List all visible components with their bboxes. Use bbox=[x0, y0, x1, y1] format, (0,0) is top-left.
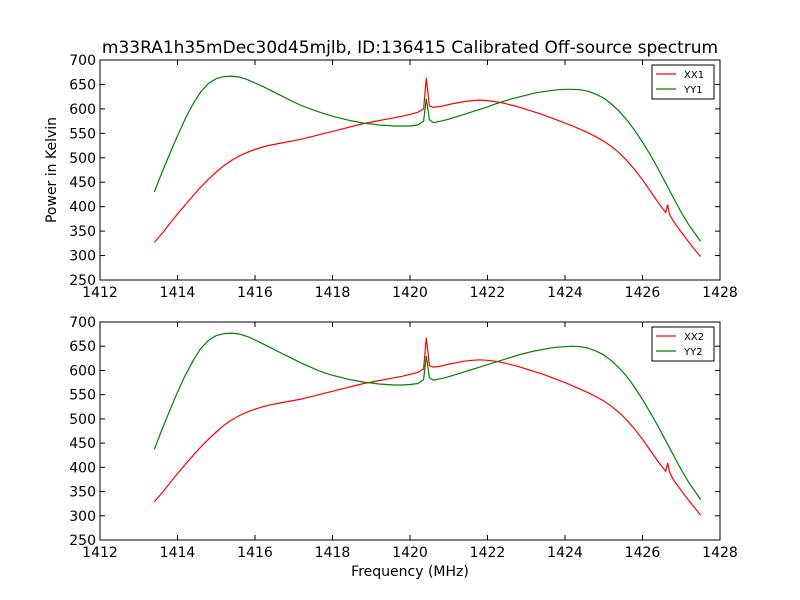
top-y-axis-label: Power in Kelvin bbox=[44, 117, 60, 223]
y-tick-label: 500 bbox=[69, 412, 96, 428]
y-tick-label: 650 bbox=[69, 77, 96, 93]
x-tick-label: 1412 bbox=[82, 285, 118, 301]
x-tick-label: 1424 bbox=[547, 285, 583, 301]
y-tick-label: 600 bbox=[69, 363, 96, 379]
y-tick-label: 350 bbox=[69, 224, 96, 240]
bottom-plot-frame bbox=[99, 321, 721, 541]
x-tick-label: 1426 bbox=[625, 545, 661, 561]
y-tick-label: 600 bbox=[69, 102, 96, 118]
x-tick-label: 1420 bbox=[392, 285, 428, 301]
y-tick-label: 250 bbox=[69, 273, 96, 289]
top-plot-lines bbox=[153, 75, 702, 257]
x-tick-label: 1412 bbox=[82, 545, 118, 561]
x-tick-label: 1414 bbox=[160, 285, 196, 301]
bottom-plot-lines bbox=[153, 332, 702, 516]
top-axis-ticks: 1412 1414 1416 1418 1420 1422 1424 1426 1428 250 3… bbox=[69, 53, 738, 301]
x-tick-label: 1426 bbox=[625, 285, 661, 301]
y-tick-label: 700 bbox=[69, 53, 96, 69]
x-tick-label: 1428 bbox=[702, 285, 738, 301]
y-tick-label: 300 bbox=[69, 509, 96, 525]
y-tick-label: 650 bbox=[69, 339, 96, 355]
x-tick-label: 1418 bbox=[315, 545, 351, 561]
legend-label-xx2: XX2 bbox=[684, 332, 704, 343]
legend-label-xx1: XX1 bbox=[684, 70, 704, 81]
figure-title: m33RA1h35mDec30d45mjlb, ID:136415 Calibr… bbox=[102, 38, 718, 58]
series-line-xx2 bbox=[153, 337, 702, 516]
legend-label-yy2: YY2 bbox=[683, 347, 703, 358]
bottom-panel: 1412 1414 1416 1418 1420 1422 1424 1426 1428 250 3… bbox=[69, 315, 738, 580]
top-panel: 1412 1414 1416 1418 1420 1422 1424 1426 1428 250 3… bbox=[44, 53, 738, 301]
y-tick-label: 300 bbox=[69, 249, 96, 265]
series-line-xx1 bbox=[153, 78, 702, 257]
x-tick-label: 1422 bbox=[470, 545, 506, 561]
y-tick-label: 400 bbox=[69, 460, 96, 476]
x-tick-label: 1424 bbox=[547, 545, 583, 561]
legend-label-yy1: YY1 bbox=[683, 85, 703, 96]
x-tick-label: 1418 bbox=[315, 285, 351, 301]
series-line-yy2 bbox=[153, 332, 702, 501]
x-tick-label: 1422 bbox=[470, 285, 506, 301]
bottom-x-axis-label: Frequency (MHz) bbox=[351, 564, 469, 580]
y-tick-label: 250 bbox=[69, 533, 96, 549]
y-tick-label: 550 bbox=[69, 388, 96, 404]
y-tick-label: 400 bbox=[69, 200, 96, 216]
y-tick-label: 700 bbox=[69, 315, 96, 331]
x-tick-label: 1428 bbox=[702, 545, 738, 561]
top-plot-frame bbox=[99, 59, 721, 281]
y-tick-label: 450 bbox=[69, 436, 96, 452]
legend-box bbox=[651, 64, 715, 100]
bottom-axis-ticks: 1412 1414 1416 1418 1420 1422 1424 1426 1428 250 3… bbox=[69, 315, 738, 561]
x-tick-label: 1416 bbox=[237, 285, 273, 301]
x-tick-label: 1416 bbox=[237, 545, 273, 561]
y-tick-label: 550 bbox=[69, 126, 96, 142]
y-tick-label: 350 bbox=[69, 485, 96, 501]
x-tick-label: 1420 bbox=[392, 545, 428, 561]
legend-box bbox=[651, 326, 715, 362]
y-tick-label: 450 bbox=[69, 175, 96, 191]
x-tick-label: 1414 bbox=[160, 545, 196, 561]
series-line-yy1 bbox=[153, 75, 702, 242]
y-tick-label: 500 bbox=[69, 151, 96, 167]
